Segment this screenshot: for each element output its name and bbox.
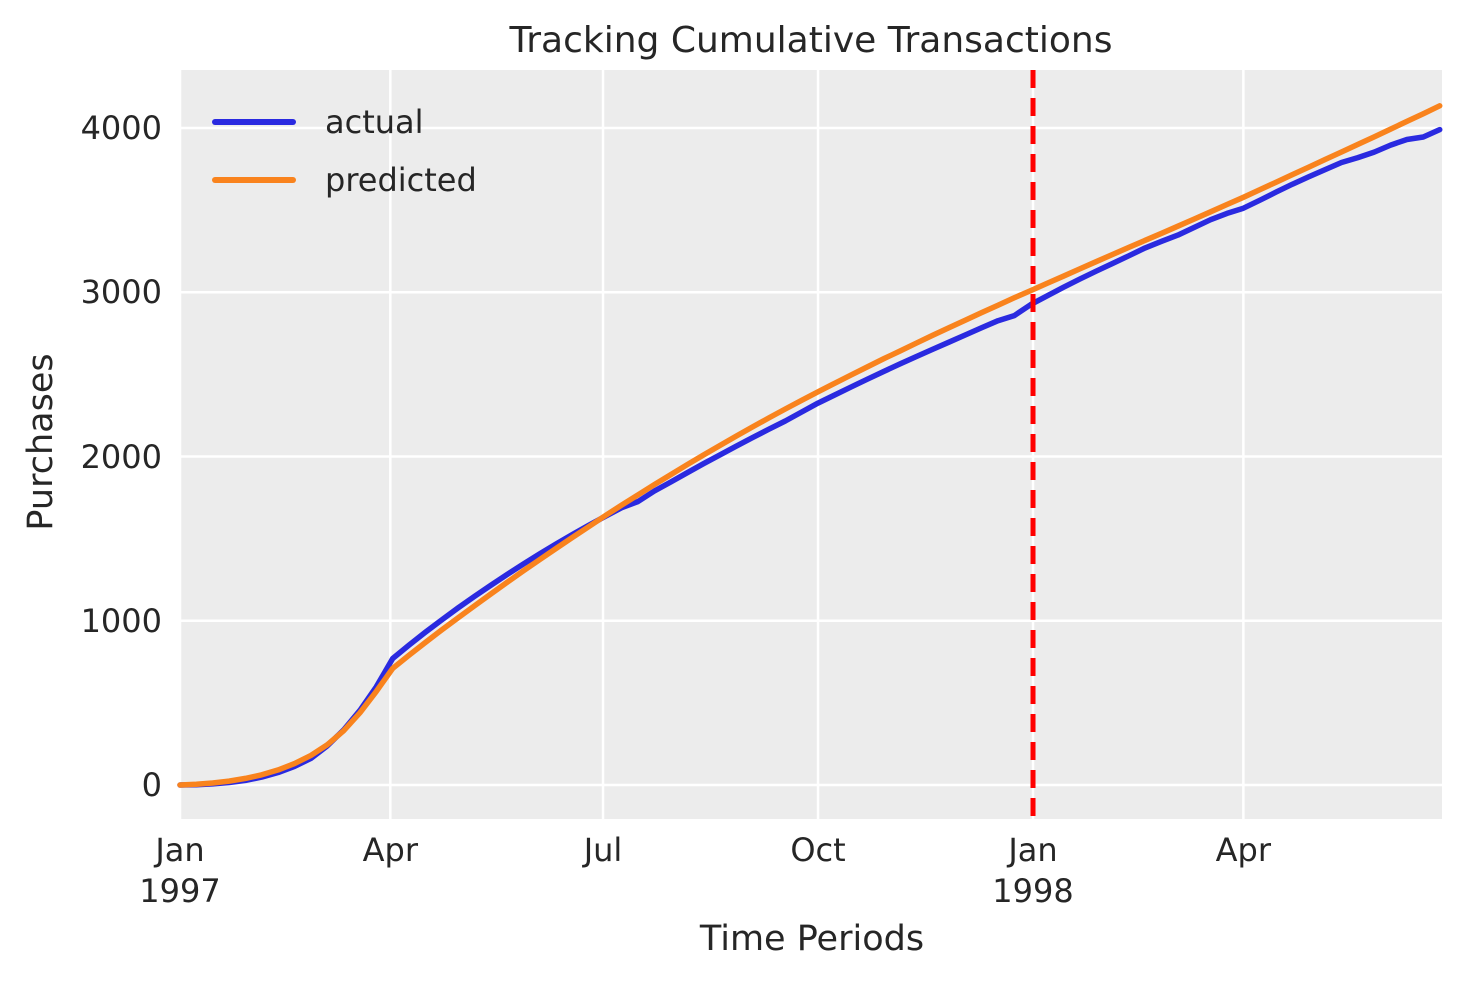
x-tick-label: Jan 1997 bbox=[139, 831, 221, 910]
x-tick-label: Apr bbox=[362, 831, 419, 869]
legend-item-predicted: predicted bbox=[212, 151, 477, 209]
x-axis-label: Time Periods bbox=[699, 919, 925, 959]
predicted-line bbox=[177, 103, 1443, 788]
y-tick-label: 1000 bbox=[80, 601, 162, 640]
predicted-line-swatch bbox=[212, 177, 296, 183]
x-tick-label: Jan 1998 bbox=[992, 831, 1074, 910]
legend-label-actual: actual bbox=[325, 103, 424, 141]
y-tick-label: 0 bbox=[141, 766, 162, 804]
x-tick-label: Apr bbox=[1215, 831, 1272, 869]
gridlines bbox=[178, 70, 1442, 819]
actual-line-swatch bbox=[212, 119, 296, 125]
series-lines bbox=[177, 103, 1443, 788]
chart-title: Tracking Cumulative Transactions bbox=[509, 20, 1113, 61]
legend: actual predicted bbox=[212, 93, 477, 209]
legend-item-actual: actual bbox=[212, 93, 477, 151]
y-tick-label: 4000 bbox=[80, 109, 162, 147]
legend-label-predicted: predicted bbox=[325, 161, 477, 199]
x-tick-label: Jul bbox=[583, 831, 623, 869]
y-tick-label: 3000 bbox=[80, 273, 162, 312]
actual-line bbox=[177, 126, 1443, 788]
y-tick-label: 2000 bbox=[80, 437, 162, 476]
x-tick-label: Oct bbox=[790, 831, 846, 869]
